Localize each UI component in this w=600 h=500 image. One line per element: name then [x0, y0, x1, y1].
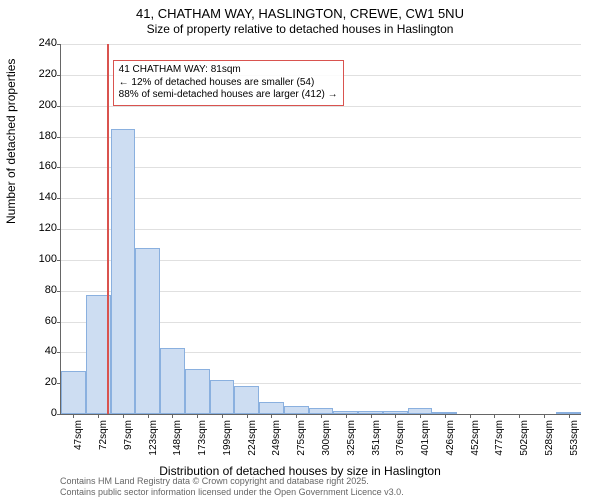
xtick-mark — [271, 414, 272, 418]
ytick-mark — [57, 352, 61, 353]
xtick-mark — [569, 414, 570, 418]
xtick-label: 47sqm — [73, 420, 84, 470]
xtick-mark — [445, 414, 446, 418]
gridline — [61, 137, 581, 138]
xtick-label: 376sqm — [395, 420, 406, 470]
xtick-mark — [371, 414, 372, 418]
xtick-label: 477sqm — [494, 420, 505, 470]
xtick-label: 401sqm — [420, 420, 431, 470]
ytick-mark — [57, 198, 61, 199]
ytick-mark — [57, 137, 61, 138]
ytick-label: 160 — [27, 160, 57, 172]
xtick-label: 173sqm — [197, 420, 208, 470]
histogram-bar — [185, 369, 210, 414]
xtick-label: 275sqm — [296, 420, 307, 470]
xtick-label: 199sqm — [222, 420, 233, 470]
xtick-label: 300sqm — [321, 420, 332, 470]
footer-line-2: Contains public sector information licen… — [60, 487, 404, 498]
xtick-mark — [148, 414, 149, 418]
ytick-mark — [57, 322, 61, 323]
ytick-label: 120 — [27, 222, 57, 234]
xtick-label: 224sqm — [247, 420, 258, 470]
xtick-mark — [197, 414, 198, 418]
ytick-mark — [57, 167, 61, 168]
footer-line-1: Contains HM Land Registry data © Crown c… — [60, 476, 404, 487]
annotation-box: 41 CHATHAM WAY: 81sqm← 12% of detached h… — [113, 60, 344, 106]
histogram-bar — [284, 406, 309, 414]
histogram-bar — [160, 348, 185, 414]
annot-line-2: ← 12% of detached houses are smaller (54… — [119, 77, 338, 90]
ytick-mark — [57, 44, 61, 45]
xtick-mark — [346, 414, 347, 418]
ytick-mark — [57, 291, 61, 292]
ytick-mark — [57, 106, 61, 107]
xtick-label: 249sqm — [271, 420, 282, 470]
histogram-bar — [111, 129, 136, 414]
property-marker-line — [107, 44, 109, 414]
xtick-label: 351sqm — [371, 420, 382, 470]
xtick-mark — [420, 414, 421, 418]
chart-title: 41, CHATHAM WAY, HASLINGTON, CREWE, CW1 … — [0, 6, 600, 21]
gridline — [61, 198, 581, 199]
xtick-label: 553sqm — [569, 420, 580, 470]
annot-line-3: 88% of semi-detached houses are larger (… — [119, 89, 338, 102]
ytick-label: 40 — [27, 345, 57, 357]
ytick-label: 80 — [27, 284, 57, 296]
ytick-mark — [57, 229, 61, 230]
histogram-bar — [61, 371, 86, 414]
ytick-mark — [57, 260, 61, 261]
gridline — [61, 44, 581, 45]
xtick-mark — [296, 414, 297, 418]
xtick-mark — [519, 414, 520, 418]
xtick-mark — [98, 414, 99, 418]
annot-line-1: 41 CHATHAM WAY: 81sqm — [119, 64, 338, 77]
ytick-label: 20 — [27, 376, 57, 388]
xtick-mark — [247, 414, 248, 418]
ytick-label: 0 — [27, 407, 57, 419]
y-axis-label: Number of detached properties — [4, 59, 18, 224]
ytick-label: 100 — [27, 253, 57, 265]
xtick-mark — [494, 414, 495, 418]
gridline — [61, 229, 581, 230]
ytick-label: 60 — [27, 315, 57, 327]
chart-subtitle: Size of property relative to detached ho… — [0, 22, 600, 36]
histogram-bar — [259, 402, 284, 414]
plot-area: 02040608010012014016018020022024047sqm72… — [60, 44, 581, 415]
xtick-label: 452sqm — [470, 420, 481, 470]
gridline — [61, 167, 581, 168]
chart-container: 41, CHATHAM WAY, HASLINGTON, CREWE, CW1 … — [0, 0, 600, 500]
xtick-label: 426sqm — [445, 420, 456, 470]
gridline — [61, 106, 581, 107]
histogram-bar — [135, 248, 160, 415]
xtick-mark — [395, 414, 396, 418]
chart-footer: Contains HM Land Registry data © Crown c… — [60, 476, 404, 498]
xtick-label: 97sqm — [123, 420, 134, 470]
xtick-label: 502sqm — [519, 420, 530, 470]
ytick-label: 240 — [27, 37, 57, 49]
ytick-label: 220 — [27, 68, 57, 80]
xtick-label: 528sqm — [544, 420, 555, 470]
xtick-label: 123sqm — [148, 420, 159, 470]
xtick-mark — [222, 414, 223, 418]
ytick-mark — [57, 75, 61, 76]
ytick-mark — [57, 414, 61, 415]
xtick-mark — [123, 414, 124, 418]
xtick-label: 148sqm — [172, 420, 183, 470]
xtick-mark — [470, 414, 471, 418]
xtick-label: 325sqm — [346, 420, 357, 470]
ytick-label: 180 — [27, 130, 57, 142]
xtick-mark — [73, 414, 74, 418]
ytick-label: 140 — [27, 191, 57, 203]
histogram-bar — [234, 386, 259, 414]
xtick-mark — [321, 414, 322, 418]
xtick-mark — [172, 414, 173, 418]
histogram-bar — [210, 380, 235, 414]
xtick-mark — [544, 414, 545, 418]
ytick-label: 200 — [27, 99, 57, 111]
xtick-label: 72sqm — [98, 420, 109, 470]
